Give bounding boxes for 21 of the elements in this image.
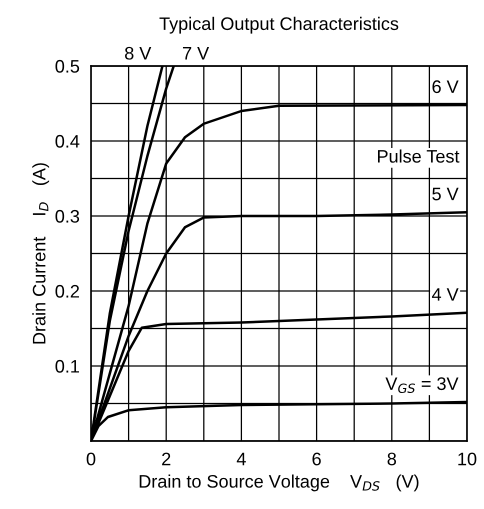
series-label: 8 V [125,46,152,60]
x-tick-label: 10 [458,452,476,466]
x-tick-label: 4 [236,452,246,466]
series-label: 5 V [432,188,459,200]
series-label: 6 V [432,80,459,94]
y-tick-label: 0.4 [55,134,80,148]
series-label: V$_{GS}$ = 3V [385,377,458,394]
series-label: 4 V [432,288,459,301]
text: Drain to Source Voltage V$_{DS}$ (V) [140,474,418,492]
x-tick-label: 6 [312,452,321,466]
y-tick-label: 0.1 [55,360,80,373]
annotation: Pulse Test [378,149,460,163]
chart-title: Typical Output Characteristics [160,16,398,34]
x-tick-label: 2 [162,452,170,466]
y-tick-label: 0.2 [55,284,79,298]
text: Drain Current I$_{D}$ (A) [32,163,50,344]
y-tick-label: 0.3 [55,210,80,223]
y-tick-label: 0.5 [55,60,80,73]
x-tick-label: 8 [388,452,396,466]
series-label: 7 V [182,47,210,60]
x-tick-label: 0 [86,452,96,466]
